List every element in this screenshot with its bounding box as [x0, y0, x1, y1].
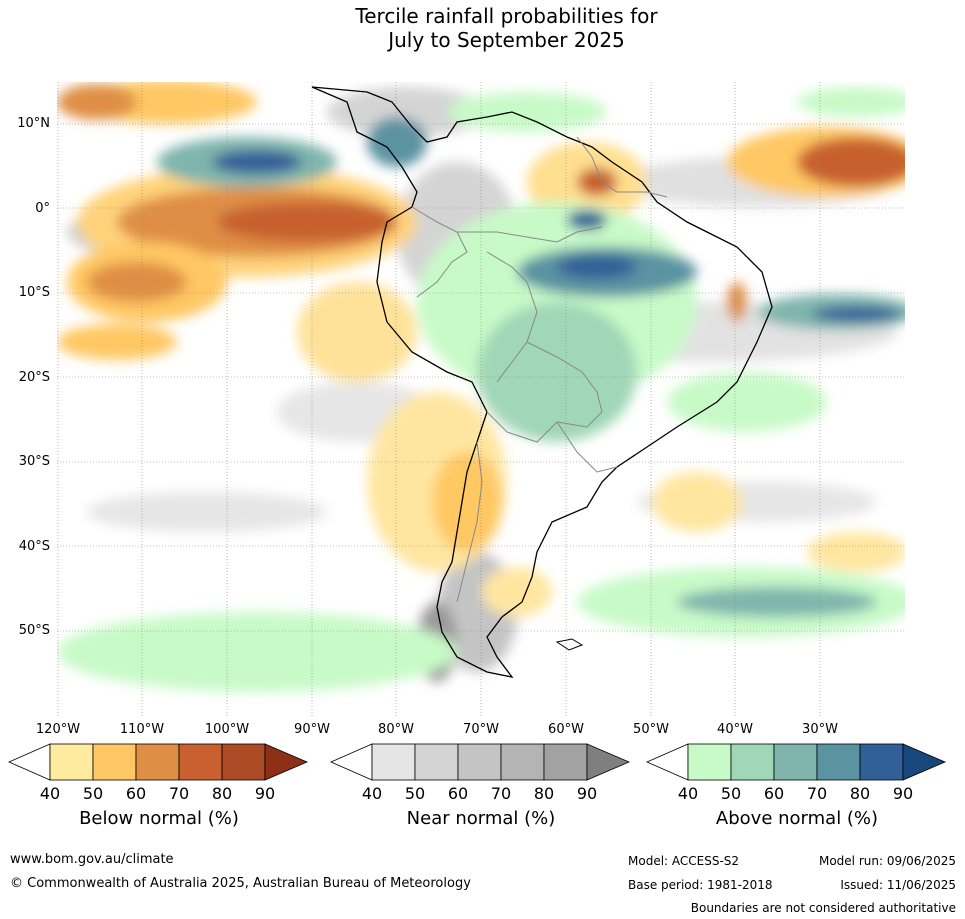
lon-label-90w: 90°W — [294, 722, 330, 737]
colorbar-swatch — [500, 743, 545, 781]
colorbar-tick-label: 40 — [677, 784, 699, 803]
colorbar-tick-label: 50 — [404, 784, 426, 803]
colorbar-tick-label: 60 — [447, 784, 469, 803]
colorbar-above-title: Above normal (%) — [715, 808, 879, 829]
colorbar-swatch — [221, 743, 266, 781]
model-text: Model: ACCESS-S2 — [628, 854, 740, 868]
colorbar-tick-label: 90 — [892, 784, 914, 803]
colorbar-swatch — [859, 743, 904, 781]
lat-label-40s: 40°S — [18, 539, 50, 554]
colorbar-tick-label: 70 — [806, 784, 828, 803]
lat-label-10s: 10°S — [18, 285, 50, 300]
copyright-text: © Commonwealth of Australia 2025, Austra… — [10, 876, 471, 891]
colorbar-tick-label: 50 — [720, 784, 742, 803]
colorbar-extend-low — [646, 743, 689, 781]
colorbar-extend-high — [264, 743, 309, 781]
colorbar-tick-label: 90 — [576, 784, 598, 803]
lon-label-40w: 40°W — [717, 722, 753, 737]
colorbar-tick-label: 70 — [168, 784, 190, 803]
colorbar-below-normal — [8, 743, 309, 781]
lon-label-70w: 70°W — [463, 722, 499, 737]
colorbar-above-normal — [646, 743, 947, 781]
colorbar-swatch — [730, 743, 775, 781]
graticule — [57, 82, 905, 717]
colorbar-extend-high — [586, 743, 631, 781]
colorbar-swatch — [135, 743, 180, 781]
colorbar-swatch — [773, 743, 818, 781]
website-link[interactable]: www.bom.gov.au/climate — [10, 852, 174, 867]
falklands-outline — [555, 638, 584, 651]
colorbar-swatch — [816, 743, 861, 781]
lat-label-50s: 50°S — [18, 623, 50, 638]
lat-label-30s: 30°S — [18, 454, 50, 469]
colorbar-swatch — [49, 743, 94, 781]
colorbar-extend-low — [330, 743, 373, 781]
colorbar-extend-high — [902, 743, 947, 781]
title-line-1: Tercile rainfall probabilities for — [355, 4, 658, 28]
colorbar-swatch — [414, 743, 459, 781]
title-line-2: July to September 2025 — [388, 28, 625, 52]
colorbar-below-title: Below normal (%) — [79, 808, 239, 829]
rainfall-map — [57, 82, 905, 717]
lon-label-100w: 100°W — [204, 722, 250, 737]
colorbar-tick-label: 60 — [125, 784, 147, 803]
colorbar-swatch — [371, 743, 416, 781]
country-borders — [411, 136, 668, 603]
probability-shading — [57, 82, 905, 692]
colorbar-tick-label: 40 — [39, 784, 61, 803]
colorbar-near-title: Near normal (%) — [406, 808, 556, 829]
colorbar-extend-low — [8, 743, 51, 781]
colorbar-tick-label: 90 — [254, 784, 276, 803]
lon-label-110w: 110°W — [119, 722, 165, 737]
lat-label-0: 0° — [35, 201, 50, 216]
lon-label-60w: 60°W — [548, 722, 584, 737]
issued-text: Issued: 11/06/2025 — [840, 878, 956, 892]
colorbar-tick-label: 50 — [82, 784, 104, 803]
colorbar-tick-label: 40 — [361, 784, 383, 803]
lon-label-50w: 50°W — [633, 722, 669, 737]
colorbar-tick-label: 80 — [211, 784, 233, 803]
colorbar-tick-label: 60 — [763, 784, 785, 803]
lat-label-20s: 20°S — [18, 370, 50, 385]
colorbar-near-normal — [330, 743, 631, 781]
south-america-coastline — [311, 86, 773, 678]
map-canvas — [57, 82, 905, 717]
lon-label-30w: 30°W — [802, 722, 838, 737]
base-period-text: Base period: 1981-2018 — [628, 878, 773, 892]
colorbar-tick-label: 80 — [849, 784, 871, 803]
colorbar-swatch — [687, 743, 732, 781]
colorbar-swatch — [543, 743, 588, 781]
model-run-text: Model run: 09/06/2025 — [818, 854, 956, 868]
colorbar-tick-label: 70 — [490, 784, 512, 803]
colorbar-swatch — [92, 743, 137, 781]
lon-label-120w: 120°W — [35, 722, 81, 737]
lat-label-10n: 10°N — [17, 116, 50, 131]
colorbar-swatch — [178, 743, 223, 781]
colorbar-swatch — [457, 743, 502, 781]
map-title: Tercile rainfall probabilities for July … — [0, 4, 965, 52]
disclaimer-text: Boundaries are not considered authoritat… — [690, 901, 956, 915]
lon-label-80w: 80°W — [378, 722, 414, 737]
colorbar-tick-label: 80 — [533, 784, 555, 803]
